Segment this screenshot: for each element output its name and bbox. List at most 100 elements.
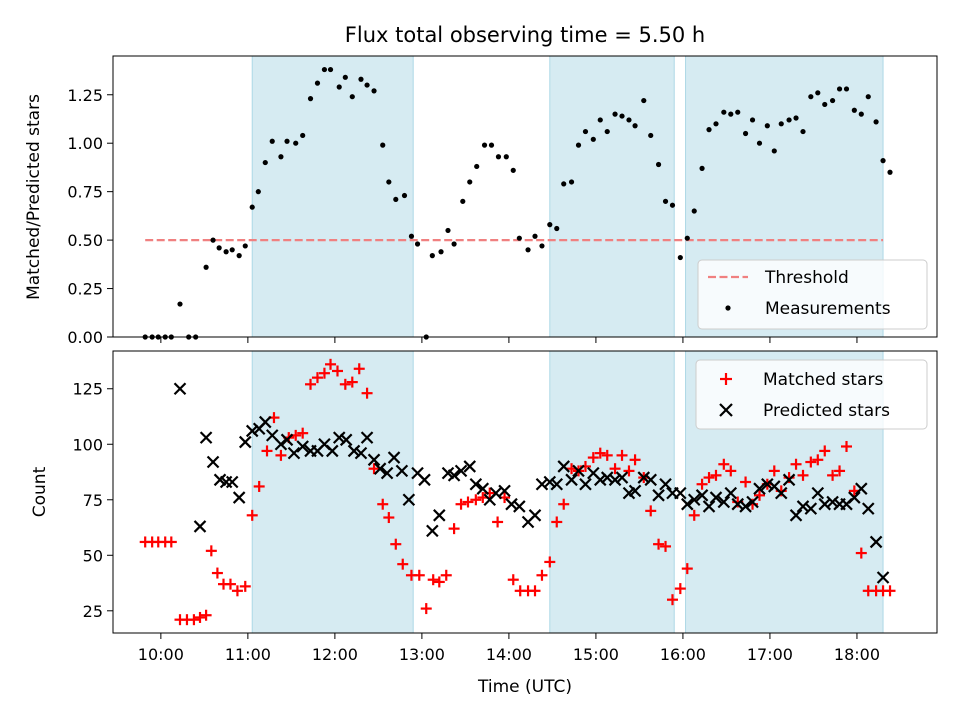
measurement-point — [314, 80, 321, 86]
bottom-legend-box — [695, 359, 928, 430]
measurement-point — [307, 96, 314, 102]
predicted-star-point — [463, 460, 477, 473]
measurement-point — [575, 142, 582, 148]
legend-matched-label: Matched stars — [763, 370, 883, 390]
matched-star-point — [297, 427, 309, 439]
measurement-point — [300, 132, 306, 139]
matched-star-point — [855, 547, 867, 559]
y-tick-label: 100 — [72, 435, 103, 454]
matched-star-points — [139, 358, 896, 626]
y-tick-label: 1.25 — [67, 86, 103, 105]
matched-star-point — [433, 576, 445, 588]
measurement-point — [414, 241, 421, 247]
legend-measurement-swatch — [725, 305, 731, 311]
measurement-point — [836, 86, 843, 92]
matched-star-point — [339, 378, 351, 390]
measurement-point — [858, 111, 864, 117]
measurement-point — [371, 88, 377, 94]
legend-measurements-label: Measurements — [765, 299, 891, 319]
measurement-point — [503, 154, 509, 160]
measurement-point — [510, 167, 516, 173]
matched-star-point — [805, 456, 817, 468]
matched-star-point — [377, 498, 389, 510]
matched-star-point — [165, 536, 177, 548]
matched-star-point — [331, 365, 343, 377]
measurement-point — [451, 241, 457, 247]
predicted-star-point — [848, 491, 861, 504]
measurement-point — [223, 249, 229, 255]
measurement-point — [771, 148, 777, 154]
x-tick-label: 18:00 — [834, 645, 880, 664]
matched-star-point — [200, 609, 212, 621]
measurement-point — [249, 204, 255, 210]
matched-star-point — [383, 512, 395, 524]
measurement-point — [786, 117, 792, 123]
predicted-star-point — [469, 477, 483, 491]
predicted-star-point — [855, 482, 868, 495]
matched-star-point — [797, 469, 809, 481]
predicted-star-point — [498, 484, 511, 498]
y-tick-label: 75 — [83, 491, 103, 510]
observing-window-span — [549, 55, 675, 338]
measurement-point — [236, 253, 242, 259]
measurement-point — [177, 301, 183, 307]
matched-star-point — [790, 458, 802, 470]
matched-star-point — [623, 465, 635, 477]
predicted-star-point — [811, 486, 825, 500]
measurement-point — [532, 233, 538, 239]
measurement-point — [851, 107, 857, 113]
matched-star-point — [231, 585, 243, 597]
measurement-point — [669, 202, 676, 208]
predicted-star-point — [173, 382, 187, 396]
measurement-point — [495, 154, 502, 160]
measurement-point — [632, 123, 638, 129]
predicted-star-point — [572, 464, 585, 478]
matched-star-point — [325, 358, 337, 370]
matched-star-point — [470, 494, 482, 506]
observing-window-span — [251, 350, 414, 634]
predicted-star-point — [717, 495, 731, 509]
measurement-point — [873, 119, 879, 125]
y-tick-label: 50 — [83, 546, 103, 565]
matched-star-point — [188, 614, 200, 626]
measurement-point — [808, 94, 814, 100]
matched-star-point — [653, 538, 665, 550]
measurement-point — [764, 123, 770, 129]
predicted-star-point — [659, 477, 672, 491]
observing-window-span — [251, 55, 414, 338]
measurement-point — [386, 179, 392, 185]
matched-star-point — [616, 449, 628, 461]
matched-star-point — [353, 363, 365, 375]
matched-star-point — [629, 454, 641, 466]
measurement-point — [380, 142, 386, 148]
measurement-point — [547, 222, 553, 228]
y-tick-label: 0.00 — [67, 328, 103, 347]
matched-star-point — [397, 558, 409, 570]
measurement-point — [474, 163, 480, 170]
predicted-star-point — [702, 500, 716, 513]
predicted-star-point — [528, 509, 542, 522]
y-tick-label: 125 — [72, 380, 103, 399]
measurement-point — [216, 245, 222, 251]
predicted-star-point — [418, 473, 431, 487]
measurement-point — [488, 142, 495, 148]
matched-star-point — [413, 569, 425, 581]
predicted-star-point — [225, 475, 239, 489]
matched-star-point — [246, 509, 258, 521]
matched-star-point — [448, 523, 460, 535]
predicted-star-point — [593, 473, 607, 487]
measurement-point — [699, 165, 705, 171]
matched-star-point — [601, 449, 613, 461]
matched-star-point — [390, 538, 402, 550]
x-tick-label: 17:00 — [747, 645, 793, 664]
measurement-point — [887, 169, 893, 175]
matched-star-point — [275, 449, 287, 461]
measurement-point — [662, 198, 669, 204]
measurement-point — [829, 97, 836, 104]
predicted-star-point — [628, 484, 642, 498]
predicted-star-point — [287, 446, 301, 460]
matched-star-point — [753, 489, 765, 501]
matched-star-point — [660, 540, 672, 552]
predicted-star-point — [367, 453, 381, 467]
predicted-star-point — [476, 482, 490, 495]
